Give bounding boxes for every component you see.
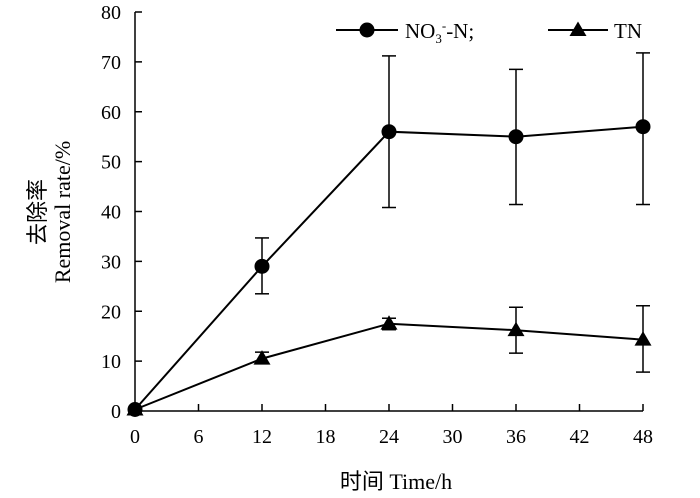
x-tick-label: 48	[633, 426, 653, 448]
x-tick-label: 0	[130, 426, 140, 448]
series-layer	[126, 52, 652, 418]
ticks: 0 10 20 30 40 50 60 70 80 0 6 12 18 24 30 36 42 48	[101, 2, 653, 448]
legend-label-no3-n-sub: 3	[435, 31, 442, 46]
data-point	[380, 315, 398, 330]
y-tick-label: 10	[101, 351, 121, 373]
data-point	[381, 124, 397, 140]
legend-label-tn: TN	[614, 19, 642, 43]
y-tick-label: 0	[111, 401, 121, 423]
x-tick-label: 24	[379, 426, 399, 448]
y-tick-label: 80	[101, 2, 121, 24]
y-axis-title-line1: 去除率	[25, 179, 50, 245]
x-tick-label: 36	[506, 426, 526, 448]
legend: NO3--N; TN	[336, 18, 642, 46]
y-tick-label: 30	[101, 251, 121, 273]
series-line	[134, 322, 644, 411]
x-axis-title: 时间 Time/h	[340, 469, 452, 494]
x-tick-label: 30	[443, 426, 463, 448]
legend-marker-no3-n	[359, 22, 375, 38]
y-tick-label: 60	[101, 102, 121, 124]
data-point	[507, 321, 525, 337]
x-tick-label: 12	[252, 426, 272, 448]
data-point	[634, 331, 652, 346]
legend-label-no3-n-sup: -	[442, 18, 446, 33]
y-tick-label: 20	[101, 301, 121, 323]
series-no3-n	[127, 52, 651, 418]
legend-label-no3-n: NO3--N;	[405, 18, 474, 46]
x-tick-label: 18	[316, 426, 336, 448]
data-point	[635, 119, 651, 135]
data-point	[126, 401, 144, 416]
data-point	[254, 258, 270, 274]
data-point	[253, 350, 271, 365]
data-point	[508, 129, 524, 145]
legend-label-no3-n-main: NO	[405, 19, 435, 43]
legend-label-no3-n-rest: -N;	[446, 19, 474, 43]
series-tn	[126, 305, 652, 416]
x-tick-label: 42	[570, 426, 590, 448]
y-tick-label: 40	[101, 202, 121, 224]
legend-marker-tn	[569, 21, 587, 36]
x-tick-label: 6	[194, 426, 204, 448]
y-axis-title-line2: Removal rate/%	[50, 141, 75, 283]
y-tick-label: 70	[101, 52, 121, 74]
y-tick-label: 50	[101, 152, 121, 174]
